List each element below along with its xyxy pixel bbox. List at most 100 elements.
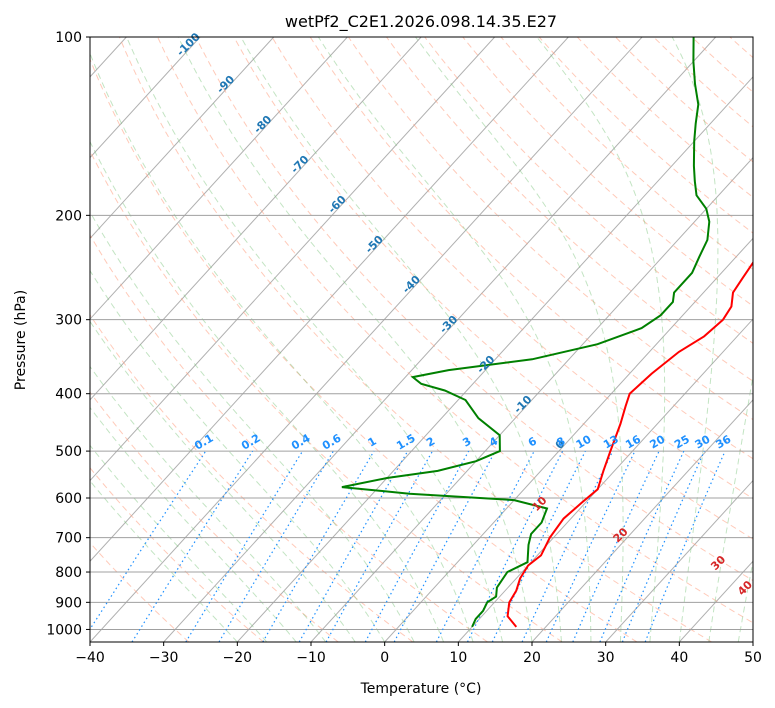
isotherm-line — [90, 37, 569, 562]
mixing-ratio-label: 13 — [601, 433, 621, 452]
dry-adiabat-line — [386, 37, 753, 382]
mixing-ratio-line — [621, 450, 705, 642]
x-tick-label: −20 — [223, 650, 253, 666]
dry-adiabat-line — [90, 467, 264, 642]
isotherm-label: -20 — [474, 353, 497, 376]
mixing-ratio-label: 30 — [693, 432, 713, 451]
dry-adiabat-line — [462, 37, 753, 307]
isotherm-label: -30 — [437, 313, 460, 336]
dry-adiabat-line — [500, 37, 753, 270]
moist-adiabat-line — [90, 480, 238, 642]
x-tick-label: −40 — [75, 650, 105, 666]
y-tick-label: 900 — [55, 595, 82, 611]
mixing-ratio-label: 1 — [366, 435, 379, 450]
moist-adiabat-line — [536, 37, 666, 642]
isotherm-label: -70 — [288, 153, 311, 176]
moist-adiabat-line — [737, 558, 753, 642]
mixing-ratio-line — [298, 450, 409, 642]
mixing-ratio-line — [185, 450, 304, 642]
mixing-ratio-line — [491, 450, 586, 642]
isotherm-line — [531, 399, 753, 642]
moist-adiabat-line — [177, 37, 533, 642]
mixing-ratio-label: 6 — [526, 434, 539, 449]
dry-adiabat-line — [424, 37, 753, 344]
isotherm-line — [752, 641, 753, 642]
data-series — [341, 37, 753, 628]
isotherm-line — [605, 479, 753, 642]
y-tick-label: 1000 — [46, 622, 82, 638]
x-tick-label: 50 — [744, 650, 762, 666]
mixing-ratio-label: 2 — [424, 435, 437, 450]
mixing-ratio-line — [572, 450, 660, 642]
moist-adiabat-line — [708, 372, 753, 642]
mixing-ratio-line — [599, 450, 685, 642]
isotherm-label: -90 — [214, 73, 237, 96]
dry-adiabat-line — [309, 37, 753, 460]
dewpoint-profile-line — [341, 37, 711, 628]
dry-adiabat-line — [538, 37, 753, 234]
plot-grid — [90, 37, 775, 642]
isotherm-line — [90, 37, 275, 240]
mixing-ratio-label: 25 — [672, 433, 692, 452]
x-tick-label: 40 — [670, 650, 688, 666]
moist-adiabat-label: 30 — [708, 553, 728, 573]
dry-adiabat-line — [768, 37, 775, 642]
x-tick-label: 20 — [523, 650, 541, 666]
isotherm-label: -10 — [511, 393, 534, 416]
moist-adiabat-label: 40 — [735, 578, 755, 598]
mixing-ratio-label: 3 — [460, 435, 473, 450]
y-tick-label: 200 — [55, 208, 82, 224]
y-tick-label: 100 — [55, 30, 82, 46]
dry-adiabat-line — [691, 37, 753, 93]
x-tick-label: −10 — [296, 650, 326, 666]
moist-adiabat-line — [317, 37, 592, 642]
mixing-ratio-line — [262, 450, 375, 642]
x-tick-label: 30 — [597, 650, 615, 666]
isotherm-line — [457, 318, 753, 642]
moist-adiabat-line — [415, 37, 624, 642]
moist-adiabat-line — [90, 269, 386, 642]
line-labels: -100-90-80-70-60-50-40-30-20-1000.1 0.2 0.… — [174, 30, 755, 598]
mixing-ratio-line — [90, 450, 207, 631]
mixing-ratio-label: 20 — [647, 432, 667, 451]
mixing-ratio-line — [644, 450, 726, 642]
y-tick-label: 800 — [55, 565, 82, 581]
isotherm-line — [236, 76, 753, 642]
isotherm-label: -80 — [251, 113, 274, 136]
mixing-ratio-line — [545, 450, 636, 642]
dry-adiabat-line — [195, 37, 753, 582]
isotherm-line — [163, 37, 717, 642]
moist-adiabat-line — [90, 52, 474, 642]
axis-ticks: −40 −30 −20 −10 0 10 20 30 40 5010020030040050060… — [46, 30, 762, 666]
moist-adiabat-line — [90, 406, 297, 642]
moist-adiabat-label: 20 — [611, 525, 631, 545]
mixing-ratio-line — [325, 450, 434, 642]
mixing-ratio-line — [364, 450, 470, 642]
isotherm-line — [90, 37, 348, 320]
mixing-ratio-label: 10 — [574, 432, 594, 451]
mixing-ratio-label: 16 — [623, 432, 643, 451]
dry-adiabat-line — [233, 37, 753, 540]
y-tick-label: 500 — [55, 444, 82, 460]
plot-frame — [89, 36, 754, 643]
isotherm-line — [90, 37, 496, 482]
mixing-ratio-label: 36 — [713, 432, 733, 451]
x-tick-label: −30 — [149, 650, 179, 666]
chart-title: wetPf2_C2E1.2026.098.14.35.E27 — [285, 12, 557, 32]
moist-adiabat-line — [90, 444, 268, 642]
y-tick-label: 600 — [55, 491, 82, 507]
dry-adiabat-line — [90, 149, 563, 642]
x-tick-label: 10 — [449, 650, 467, 666]
dry-adiabat-line — [157, 37, 753, 624]
y-tick-label: 700 — [55, 531, 82, 547]
mixing-ratio-line — [131, 450, 254, 642]
dry-adiabat-line — [271, 37, 753, 500]
dry-adiabat-line — [729, 37, 753, 59]
isotherm-line — [384, 237, 753, 642]
isotherm-line — [90, 37, 643, 642]
x-axis-title: Temperature (°C) — [360, 681, 482, 697]
moist-adiabat-line — [671, 37, 719, 642]
moist-adiabat-line — [240, 37, 562, 642]
isotherm-line — [90, 37, 201, 159]
